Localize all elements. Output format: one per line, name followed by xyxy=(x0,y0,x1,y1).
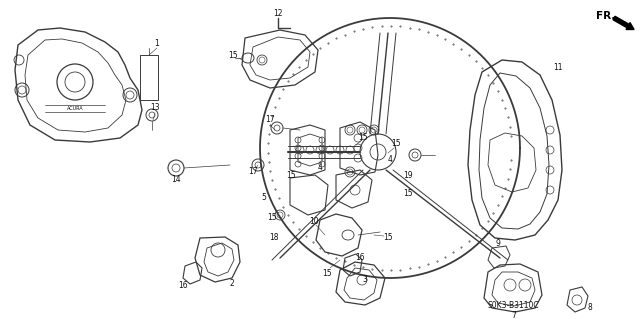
Text: 19: 19 xyxy=(403,170,413,180)
Text: 15: 15 xyxy=(228,50,238,60)
Text: 5: 5 xyxy=(262,192,266,202)
Text: 11: 11 xyxy=(553,63,563,72)
Text: 17: 17 xyxy=(265,115,275,124)
Text: 15: 15 xyxy=(391,138,401,147)
Text: 14: 14 xyxy=(171,175,181,184)
Text: 15: 15 xyxy=(322,269,332,278)
Text: 9: 9 xyxy=(495,240,500,249)
Text: 16: 16 xyxy=(178,280,188,290)
Text: ACURA: ACURA xyxy=(67,106,83,110)
Text: 13: 13 xyxy=(150,103,160,113)
Text: 15: 15 xyxy=(286,170,296,180)
Text: 15: 15 xyxy=(403,189,413,197)
Text: 4: 4 xyxy=(388,155,392,165)
Text: 15: 15 xyxy=(383,234,393,242)
Text: 4: 4 xyxy=(317,162,323,172)
Text: 17: 17 xyxy=(248,167,258,175)
Text: 2: 2 xyxy=(230,278,234,287)
Text: FR.: FR. xyxy=(596,11,616,21)
Text: 12: 12 xyxy=(273,10,283,19)
Text: 1: 1 xyxy=(155,39,159,48)
Text: 8: 8 xyxy=(588,303,593,313)
Text: 3: 3 xyxy=(363,276,367,285)
Text: 15: 15 xyxy=(267,213,277,222)
Text: S0K3-B3110C: S0K3-B3110C xyxy=(487,301,539,310)
Text: 16: 16 xyxy=(355,253,365,262)
Text: 10: 10 xyxy=(309,218,319,226)
Text: 18: 18 xyxy=(269,234,279,242)
Text: 7: 7 xyxy=(511,310,516,319)
FancyArrow shape xyxy=(613,16,634,29)
Text: 15: 15 xyxy=(358,132,368,142)
